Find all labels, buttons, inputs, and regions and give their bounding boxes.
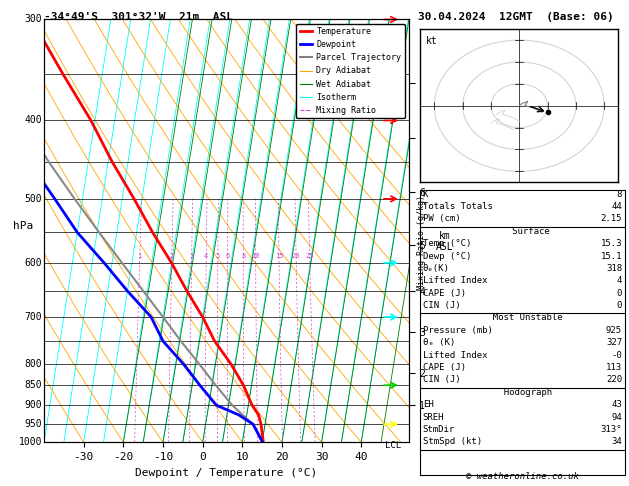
Text: CAPE (J): CAPE (J) <box>423 363 465 372</box>
Text: Dewp (°C): Dewp (°C) <box>423 252 471 260</box>
Text: kt: kt <box>426 36 438 46</box>
Text: -34°49'S  301°32'W  21m  ASL: -34°49'S 301°32'W 21m ASL <box>44 12 233 22</box>
Text: 700: 700 <box>25 312 42 322</box>
Text: θₑ (K): θₑ (K) <box>423 338 455 347</box>
Text: 44: 44 <box>611 202 622 211</box>
Text: 400: 400 <box>25 116 42 125</box>
Text: 318: 318 <box>606 264 622 273</box>
Text: 4: 4 <box>616 276 622 285</box>
Text: 15.1: 15.1 <box>601 252 622 260</box>
Legend: Temperature, Dewpoint, Parcel Trajectory, Dry Adiabat, Wet Adiabat, Isotherm, Mi: Temperature, Dewpoint, Parcel Trajectory… <box>296 24 404 118</box>
Text: 15.3: 15.3 <box>601 239 622 248</box>
Text: 300: 300 <box>25 15 42 24</box>
Text: Lifted Index: Lifted Index <box>423 351 487 360</box>
X-axis label: Dewpoint / Temperature (°C): Dewpoint / Temperature (°C) <box>135 468 318 478</box>
Text: 0: 0 <box>616 301 622 310</box>
Text: EH: EH <box>423 400 433 409</box>
Text: Mixing Ratio (g/kg): Mixing Ratio (g/kg) <box>417 195 426 291</box>
Text: 327: 327 <box>606 338 622 347</box>
Text: Pressure (mb): Pressure (mb) <box>423 326 493 335</box>
Text: 10: 10 <box>252 253 260 260</box>
Text: 900: 900 <box>25 400 42 410</box>
Y-axis label: hPa: hPa <box>13 221 33 231</box>
Text: Totals Totals: Totals Totals <box>423 202 493 211</box>
Text: 2: 2 <box>170 253 174 260</box>
Text: Temp (°C): Temp (°C) <box>423 239 471 248</box>
Text: Most Unstable: Most Unstable <box>482 313 563 323</box>
Text: Lifted Index: Lifted Index <box>423 276 487 285</box>
Text: 220: 220 <box>606 376 622 384</box>
Text: 34: 34 <box>611 437 622 447</box>
Text: 30.04.2024  12GMT  (Base: 06): 30.04.2024 12GMT (Base: 06) <box>418 12 614 22</box>
Text: 3: 3 <box>189 253 194 260</box>
Text: θₑ(K): θₑ(K) <box>423 264 450 273</box>
Text: 4: 4 <box>204 253 208 260</box>
Text: 1: 1 <box>138 253 142 260</box>
Text: -0: -0 <box>611 351 622 360</box>
Y-axis label: km
ASL: km ASL <box>436 231 454 252</box>
Text: Surface: Surface <box>496 226 549 236</box>
Text: 20: 20 <box>292 253 301 260</box>
Text: PW (cm): PW (cm) <box>423 214 460 224</box>
Text: 950: 950 <box>25 419 42 429</box>
Text: 25: 25 <box>306 253 314 260</box>
Text: CAPE (J): CAPE (J) <box>423 289 465 298</box>
Text: 2.15: 2.15 <box>601 214 622 224</box>
Text: 113: 113 <box>606 363 622 372</box>
Text: StmDir: StmDir <box>423 425 455 434</box>
Text: LCL: LCL <box>385 440 401 450</box>
Text: 43: 43 <box>611 400 622 409</box>
Text: 313°: 313° <box>601 425 622 434</box>
Text: 5: 5 <box>216 253 220 260</box>
Text: SREH: SREH <box>423 413 444 422</box>
Text: © weatheronline.co.uk: © weatheronline.co.uk <box>466 472 579 481</box>
Text: 8: 8 <box>241 253 245 260</box>
Text: 1000: 1000 <box>18 437 42 447</box>
Text: 500: 500 <box>25 194 42 204</box>
Text: 600: 600 <box>25 258 42 268</box>
Text: 15: 15 <box>275 253 283 260</box>
Text: CIN (J): CIN (J) <box>423 301 460 310</box>
Text: CIN (J): CIN (J) <box>423 376 460 384</box>
Text: K: K <box>423 190 428 199</box>
Text: 0: 0 <box>616 289 622 298</box>
Text: StmSpd (kt): StmSpd (kt) <box>423 437 482 447</box>
Text: 850: 850 <box>25 380 42 390</box>
Text: Hodograph: Hodograph <box>493 388 552 397</box>
Text: 800: 800 <box>25 359 42 369</box>
Text: 925: 925 <box>606 326 622 335</box>
Text: 94: 94 <box>611 413 622 422</box>
Text: 6: 6 <box>225 253 230 260</box>
Text: 8: 8 <box>616 190 622 199</box>
